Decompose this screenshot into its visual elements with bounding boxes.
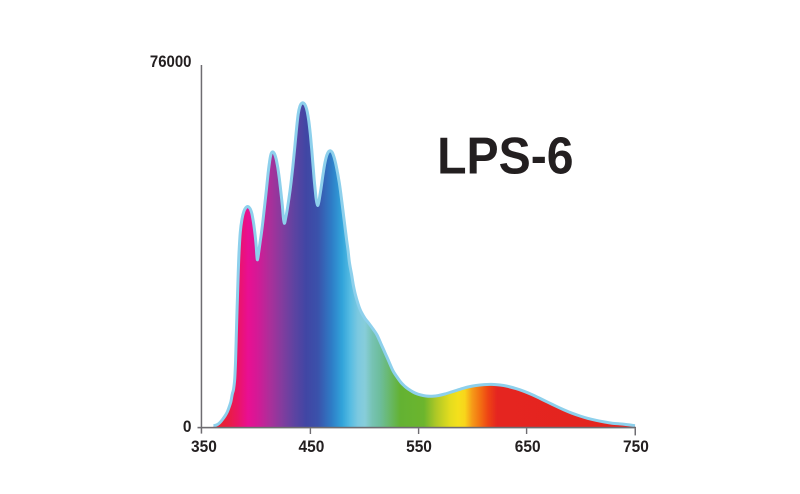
svg-text:450: 450: [298, 437, 324, 456]
svg-text:750: 750: [623, 437, 649, 456]
svg-text:76000: 76000: [150, 53, 192, 71]
svg-text:650: 650: [515, 437, 541, 456]
svg-text:0: 0: [183, 417, 192, 436]
svg-text:LPS-6: LPS-6: [437, 127, 573, 185]
svg-text:350: 350: [191, 437, 217, 456]
svg-text:550: 550: [406, 437, 432, 456]
